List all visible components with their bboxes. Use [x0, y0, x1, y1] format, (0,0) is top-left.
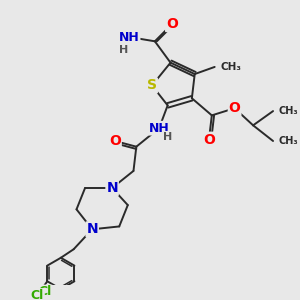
Text: O: O [203, 133, 215, 147]
Text: O: O [166, 17, 178, 31]
Text: O: O [109, 134, 121, 148]
Text: N: N [86, 222, 98, 236]
Text: CH₃: CH₃ [220, 62, 242, 72]
Text: N: N [106, 181, 118, 195]
Text: NH: NH [149, 122, 170, 135]
Text: Cl: Cl [39, 286, 52, 298]
Text: CH₃: CH₃ [279, 136, 298, 146]
Text: H: H [163, 132, 172, 142]
Text: H: H [119, 45, 128, 55]
Text: CH₃: CH₃ [279, 106, 298, 116]
Text: NH: NH [119, 31, 140, 44]
Text: Cl: Cl [31, 289, 44, 300]
Text: O: O [229, 101, 241, 115]
Text: S: S [147, 79, 157, 92]
